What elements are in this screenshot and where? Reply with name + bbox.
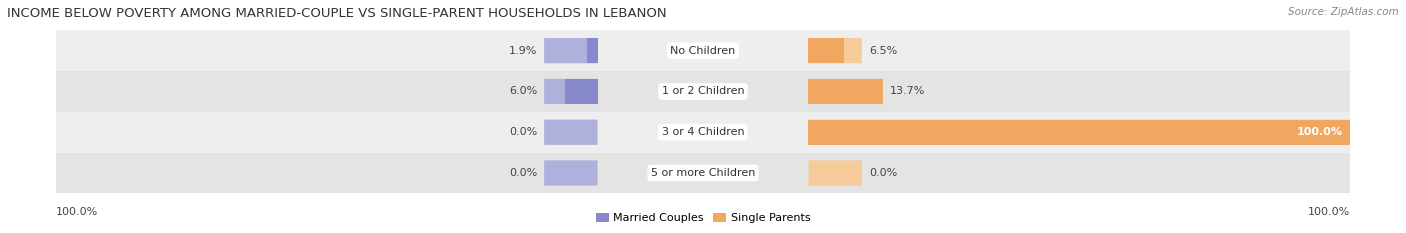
Bar — [56, 71, 1350, 112]
FancyBboxPatch shape — [808, 38, 862, 63]
FancyBboxPatch shape — [808, 120, 1350, 145]
Text: No Children: No Children — [671, 46, 735, 56]
Text: 13.7%: 13.7% — [890, 86, 925, 96]
Text: 3 or 4 Children: 3 or 4 Children — [662, 127, 744, 137]
FancyBboxPatch shape — [544, 79, 598, 104]
Text: 5 or more Children: 5 or more Children — [651, 168, 755, 178]
FancyBboxPatch shape — [544, 120, 598, 145]
FancyBboxPatch shape — [544, 38, 598, 63]
Text: 100.0%: 100.0% — [1296, 127, 1343, 137]
Text: 0.0%: 0.0% — [509, 168, 537, 178]
Bar — [808, 120, 1350, 145]
Bar — [808, 79, 883, 104]
Text: 0.0%: 0.0% — [869, 168, 897, 178]
Bar — [56, 112, 1350, 153]
Bar — [56, 30, 1350, 71]
FancyBboxPatch shape — [808, 160, 862, 186]
Bar — [565, 79, 598, 104]
FancyBboxPatch shape — [808, 79, 883, 104]
Text: INCOME BELOW POVERTY AMONG MARRIED-COUPLE VS SINGLE-PARENT HOUSEHOLDS IN LEBANON: INCOME BELOW POVERTY AMONG MARRIED-COUPL… — [7, 7, 666, 20]
Text: 1.9%: 1.9% — [509, 46, 537, 56]
Legend: Married Couples, Single Parents: Married Couples, Single Parents — [592, 208, 814, 227]
Bar — [588, 38, 598, 63]
Text: 100.0%: 100.0% — [56, 207, 98, 217]
Text: 0.0%: 0.0% — [509, 127, 537, 137]
Text: 6.5%: 6.5% — [869, 46, 897, 56]
Text: Source: ZipAtlas.com: Source: ZipAtlas.com — [1288, 7, 1399, 17]
FancyBboxPatch shape — [544, 160, 598, 186]
Bar — [56, 153, 1350, 193]
Bar — [808, 38, 844, 63]
Text: 100.0%: 100.0% — [1308, 207, 1350, 217]
Text: 1 or 2 Children: 1 or 2 Children — [662, 86, 744, 96]
Text: 6.0%: 6.0% — [509, 86, 537, 96]
